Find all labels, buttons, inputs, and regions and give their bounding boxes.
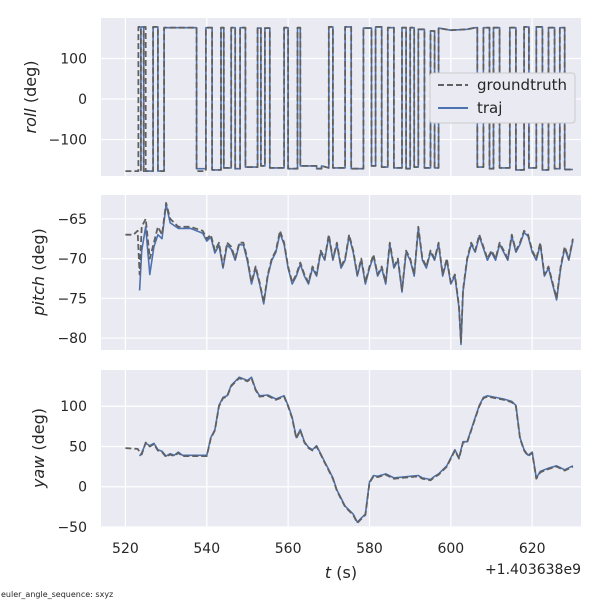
roll-y-tick-label: −100: [49, 133, 87, 149]
roll-panel: −100 0 100 roll (deg) groundtruth traj: [21, 18, 581, 176]
yaw-series: [125, 376, 574, 524]
legend-traj-label: traj: [477, 99, 502, 117]
roll-y-ticks: −100 0 100: [49, 52, 87, 149]
yaw-y-label: yaw (deg): [29, 408, 48, 489]
x-tick-label: 580: [356, 541, 383, 557]
pitch-y-label: pitch (deg): [29, 228, 48, 317]
x-tick-label: 540: [193, 541, 220, 557]
roll-y-tick-label: 0: [78, 92, 87, 108]
yaw-y-tick-label: −50: [57, 520, 87, 536]
x-tick-label: 620: [519, 541, 546, 557]
pitch-y-tick-label: −80: [57, 331, 87, 347]
x-axis-offset: +1.403638e9: [485, 562, 581, 578]
pitch-y-tick-label: −70: [57, 252, 87, 268]
pitch-y-tick-label: −75: [57, 291, 87, 307]
yaw-y-tick-label: 50: [69, 439, 87, 455]
yaw-y-ticks: −50 0 50 100: [57, 399, 87, 536]
pitch-plot-area: [101, 195, 581, 350]
pitch-y-ticks: −80 −75 −70 −65: [57, 212, 87, 347]
yaw-plot-area: [101, 370, 581, 527]
yaw-panel: −50 0 50 100 yaw (deg): [29, 370, 581, 536]
pitch-panel: −80 −75 −70 −65 pitch (deg): [29, 195, 581, 350]
pitch-groundtruth-line: [125, 202, 574, 343]
yaw-grid: [101, 370, 581, 528]
legend: groundtruth traj: [429, 72, 576, 124]
legend-groundtruth-label: groundtruth: [477, 76, 567, 94]
x-axis-ticks: 520 540 560 580 600 620: [112, 541, 546, 557]
yaw-groundtruth-line: [125, 377, 574, 524]
roll-y-label: roll (deg): [21, 61, 40, 134]
yaw-y-tick-label: 100: [60, 399, 87, 415]
pitch-y-tick-label: −65: [57, 212, 87, 228]
roll-y-tick-label: 100: [60, 52, 87, 68]
x-tick-label: 600: [437, 541, 464, 557]
pitch-series: [125, 202, 574, 346]
x-tick-label: 560: [275, 541, 302, 557]
yaw-y-tick-label: 0: [78, 480, 87, 496]
footer-note: euler_angle_sequence: sxyz: [1, 590, 113, 599]
roll-series: [125, 26, 573, 172]
x-axis-label: t (s): [325, 563, 357, 582]
roll-groundtruth-line: [125, 26, 573, 172]
pitch-grid: [101, 195, 581, 350]
x-tick-label: 520: [112, 541, 139, 557]
